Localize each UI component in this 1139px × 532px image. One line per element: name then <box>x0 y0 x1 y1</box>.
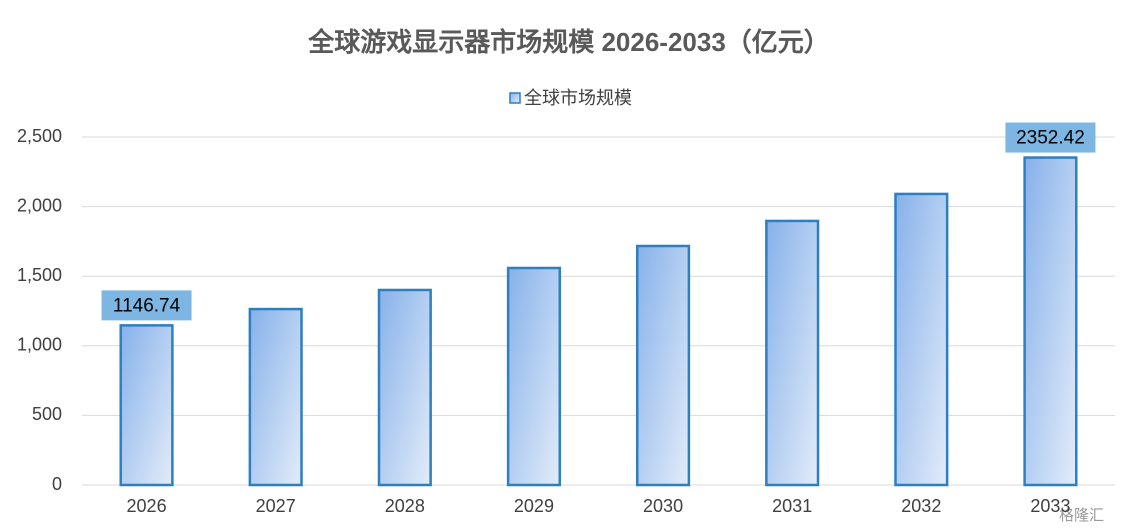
legend-label: 全球市场规模 <box>524 88 632 108</box>
y-tick-label: 2,000 <box>17 195 62 215</box>
value-label-box <box>1005 122 1096 153</box>
bar <box>894 192 949 487</box>
x-tick-label: 2027 <box>256 496 296 516</box>
bar <box>635 244 691 487</box>
x-tick-label: 2033 <box>1030 496 1070 516</box>
x-tick-label: 2030 <box>643 496 683 516</box>
value-label: 2352.42 <box>1016 128 1085 149</box>
watermark: 格隆汇 <box>1059 507 1104 524</box>
legend-swatch <box>509 92 521 104</box>
y-tick-label: 500 <box>32 404 62 424</box>
value-label-box <box>101 290 192 321</box>
bar <box>248 307 303 487</box>
value-label: 1146.74 <box>113 295 181 316</box>
bar <box>506 266 562 487</box>
x-tick-label: 2026 <box>127 496 167 516</box>
x-tick-label: 2028 <box>385 496 425 516</box>
y-tick-label: 0 <box>52 474 62 494</box>
bar <box>377 288 432 487</box>
y-tick-label: 2,500 <box>17 126 62 146</box>
bar <box>1023 156 1078 487</box>
x-tick-label: 2029 <box>514 496 554 516</box>
x-tick-label: 2031 <box>772 496 812 516</box>
chart-title: 全球游戏显示器市场规模 2026-2033（亿元） <box>307 27 830 57</box>
bar <box>765 219 820 487</box>
y-tick-label: 1,500 <box>17 265 62 285</box>
x-tick-label: 2032 <box>901 496 941 516</box>
bar <box>119 324 174 487</box>
y-tick-label: 1,000 <box>17 335 62 355</box>
